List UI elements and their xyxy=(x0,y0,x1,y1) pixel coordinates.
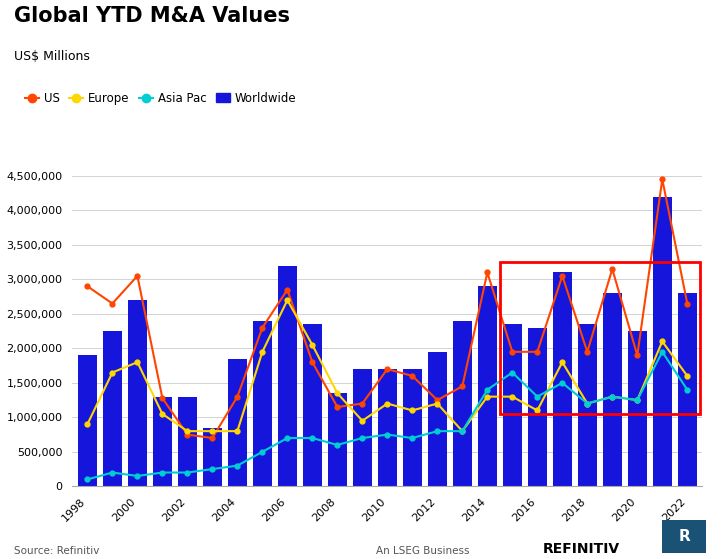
Bar xyxy=(478,286,497,486)
Text: An LSEG Business: An LSEG Business xyxy=(376,546,470,556)
Bar xyxy=(653,197,672,486)
Text: Source: Refinitiv: Source: Refinitiv xyxy=(14,546,100,556)
Bar xyxy=(500,262,700,414)
Bar xyxy=(178,397,197,486)
Text: US$ Millions: US$ Millions xyxy=(14,50,90,63)
Bar xyxy=(278,266,297,486)
Bar xyxy=(78,356,97,486)
Bar xyxy=(403,369,421,486)
Bar xyxy=(253,321,272,486)
Bar xyxy=(553,272,572,486)
Bar xyxy=(528,328,547,486)
Bar xyxy=(628,331,647,486)
Bar xyxy=(153,397,172,486)
Bar xyxy=(103,331,122,486)
Text: Global YTD M&A Values: Global YTD M&A Values xyxy=(14,6,290,26)
Text: R: R xyxy=(678,529,690,544)
Bar xyxy=(678,293,696,486)
Bar xyxy=(378,369,397,486)
Bar xyxy=(428,352,447,486)
Legend: US, Europe, Asia Pac, Worldwide: US, Europe, Asia Pac, Worldwide xyxy=(20,87,301,110)
Text: REFINITIV: REFINITIV xyxy=(543,542,620,556)
Bar xyxy=(203,428,222,486)
Bar xyxy=(353,369,371,486)
Bar xyxy=(303,324,321,486)
Bar xyxy=(603,293,622,486)
Bar xyxy=(503,324,522,486)
Bar xyxy=(228,359,247,486)
Bar xyxy=(578,324,597,486)
Bar xyxy=(128,300,147,486)
Bar xyxy=(328,393,347,486)
Bar xyxy=(453,321,472,486)
